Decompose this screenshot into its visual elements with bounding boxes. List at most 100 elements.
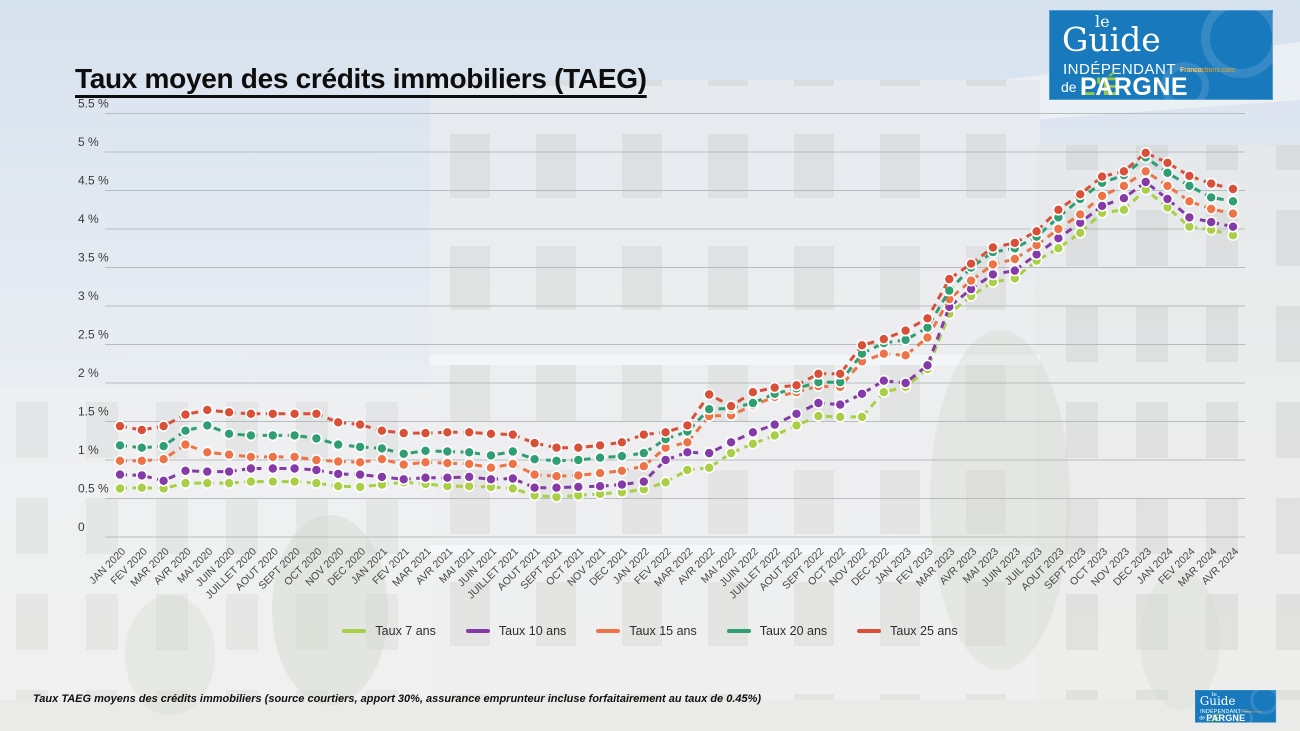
data-point: [354, 456, 366, 469]
data-point: [376, 424, 388, 437]
data-point: [266, 429, 279, 442]
legend-item-taux-20-ans[interactable]: Taux 20 ans: [726, 624, 827, 638]
data-point: [332, 416, 345, 429]
data-point: [550, 481, 563, 494]
data-point: [485, 449, 497, 462]
data-point: [1052, 242, 1065, 255]
data-point: [1096, 190, 1108, 202]
data-point: [877, 374, 890, 387]
data-point: [681, 464, 694, 476]
data-point: [725, 447, 737, 459]
legend-item-taux-25-ans[interactable]: Taux 25 ans: [857, 624, 958, 638]
y-axis-tick-label: 4.5 %: [78, 174, 109, 188]
data-point: [354, 441, 366, 453]
data-point: [594, 451, 606, 464]
data-point: [528, 437, 541, 449]
data-point: [506, 482, 519, 495]
data-point: [245, 407, 257, 420]
data-point: [1008, 253, 1021, 265]
data-point: [114, 439, 126, 452]
data-point: [528, 468, 541, 481]
data-point: [223, 465, 235, 478]
data-point: [1139, 165, 1152, 178]
data-point: [1161, 167, 1174, 179]
legend-item-taux-7-ans[interactable]: Taux 7 ans: [342, 624, 436, 638]
logo-text-independant: INDÉPENDANT: [1200, 708, 1241, 715]
data-point: [1052, 223, 1065, 235]
data-point: [659, 476, 672, 489]
data-point: [397, 447, 410, 460]
data-point: [157, 474, 170, 487]
data-point: [725, 400, 737, 412]
data-point: [790, 379, 803, 392]
data-point: [266, 462, 279, 475]
data-point: [747, 426, 759, 439]
data-point: [899, 349, 912, 362]
data-point: [1118, 180, 1130, 192]
data-point: [1118, 192, 1130, 204]
data-point: [768, 418, 781, 431]
data-point: [179, 477, 192, 489]
data-point: [114, 454, 126, 467]
data-point: [136, 424, 148, 436]
data-point: [747, 397, 759, 409]
y-axis-tick-label: 1.5 %: [78, 405, 109, 419]
data-point: [1096, 170, 1108, 183]
data-point: [157, 440, 170, 452]
logo-text-guide: Guide: [1062, 20, 1161, 59]
data-point: [223, 427, 235, 440]
data-point: [812, 397, 825, 409]
data-point: [616, 436, 628, 449]
data-point: [332, 455, 345, 468]
data-point: [288, 462, 301, 475]
data-point: [528, 481, 541, 494]
data-point: [223, 448, 235, 461]
data-point: [245, 475, 257, 488]
data-point: [223, 477, 235, 489]
data-point: [1074, 208, 1086, 221]
logo-ring-decoration: [1161, 62, 1209, 100]
legend-item-taux-15-ans[interactable]: Taux 15 ans: [596, 624, 697, 638]
data-point: [856, 411, 868, 423]
data-point: [703, 461, 716, 474]
data-point: [637, 447, 650, 459]
data-point: [768, 429, 781, 442]
data-point: [201, 404, 214, 416]
series-line-taux-25-ans: [119, 151, 1234, 450]
data-point: [114, 420, 126, 432]
data-point: [266, 475, 279, 488]
data-point: [419, 471, 432, 484]
data-point: [812, 410, 825, 422]
data-point: [463, 458, 476, 470]
data-point: [332, 438, 345, 451]
logo-text-guide: Guide: [1199, 693, 1236, 708]
data-point: [179, 464, 192, 477]
data-point: [419, 456, 432, 469]
y-axis-tick-label: 3.5 %: [78, 251, 109, 265]
logo-text-de: de: [1199, 714, 1205, 721]
data-point: [1074, 227, 1086, 239]
data-point: [288, 407, 301, 420]
data-point: [725, 436, 737, 449]
data-point: [397, 458, 410, 471]
data-point: [1227, 220, 1239, 233]
data-point: [877, 386, 890, 399]
data-point: [201, 419, 214, 432]
data-point: [877, 347, 890, 360]
data-point: [485, 427, 497, 440]
data-point: [616, 464, 628, 477]
data-point: [856, 339, 868, 352]
data-point: [616, 478, 628, 491]
data-point: [136, 481, 148, 494]
data-point: [179, 438, 192, 451]
data-point: [965, 274, 977, 287]
data-point: [485, 461, 497, 474]
data-point: [201, 477, 214, 489]
data-point: [114, 482, 126, 495]
data-point: [179, 424, 192, 437]
data-point: [1161, 157, 1174, 169]
legend-item-taux-10-ans[interactable]: Taux 10 ans: [465, 624, 566, 638]
data-point: [747, 437, 759, 450]
data-point: [310, 432, 323, 445]
logo-text-le: le: [1095, 12, 1110, 31]
